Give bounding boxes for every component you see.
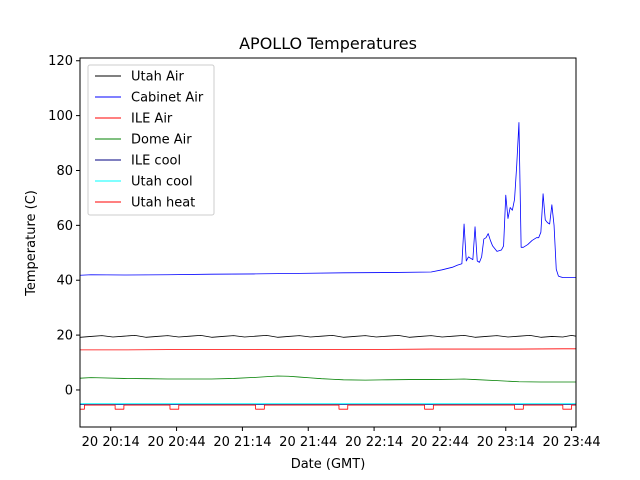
series-lines (80, 122, 576, 410)
series-line-dome-air (80, 375, 576, 383)
y-tick-label: 60 (56, 219, 73, 234)
series-line-utah-heat (80, 404, 576, 410)
y-tick-label: 120 (48, 54, 73, 69)
x-tick-label: 20 21:14 (213, 435, 271, 450)
series-line-utah-air (80, 334, 576, 338)
y-tick-label: 20 (56, 329, 73, 344)
plot-frame (79, 57, 577, 428)
legend-label: Utah heat (131, 196, 195, 211)
legend-label: Utah Air (131, 70, 184, 85)
legend-label: Cabinet Air (131, 91, 204, 106)
x-axis-label: Date (GMT) (291, 457, 366, 472)
legend: Utah Air Cabinet Air ILE Air Dome Air ILE co… (87, 64, 215, 216)
x-tick-label: 20 22:14 (345, 435, 403, 450)
axes: 0 20 40 60 80 100 120 20 20:14 20 20:44 20 21:14 2… (48, 54, 601, 450)
y-tick-label: 100 (48, 109, 73, 124)
legend-label: ILE Air (131, 112, 173, 127)
series-line-ile-air (80, 348, 576, 351)
x-tick-label: 20 22:44 (411, 435, 469, 450)
y-axis-label: Temperature (C) (24, 190, 39, 297)
x-tick-label: 20 20:14 (82, 435, 140, 450)
x-tick-label: 20 21:44 (279, 435, 337, 450)
chart-title: APOLLO Temperatures (239, 34, 417, 53)
y-tick-label: 0 (65, 383, 73, 398)
legend-label: Utah cool (131, 175, 193, 190)
x-tick-label: 20 20:44 (147, 435, 205, 450)
x-tick-label: 20 23:14 (477, 435, 535, 450)
legend-box (87, 64, 215, 216)
y-tick-label: 40 (56, 274, 73, 289)
legend-label: Dome Air (131, 133, 192, 148)
series-line-cabinet-air (80, 122, 576, 278)
x-tick-label: 20 23:44 (543, 435, 601, 450)
legend-label: ILE cool (131, 154, 181, 169)
y-tick-label: 80 (56, 164, 73, 179)
